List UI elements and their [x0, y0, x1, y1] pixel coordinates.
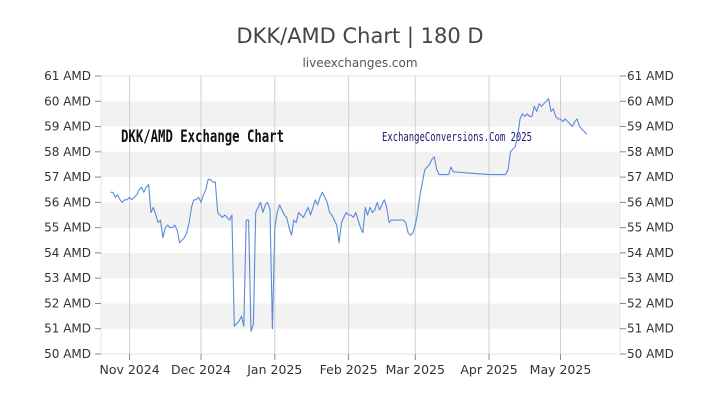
y-tick-label: 58 AMD — [627, 145, 674, 159]
plot-border — [100, 75, 621, 355]
y-tick-label: 59 AMD — [44, 120, 91, 134]
grid-band — [101, 151, 620, 178]
watermark-right: ExchangeConversions.Com 2025 — [382, 130, 532, 144]
x-tick-label: Dec 2024 — [171, 362, 231, 377]
x-tick-label: Feb 2025 — [320, 362, 378, 377]
x-tick-label: Jan 2025 — [246, 362, 302, 377]
grid-band — [101, 101, 620, 127]
y-tick-label: 58 AMD — [44, 145, 91, 159]
y-tick-label: 51 AMD — [627, 322, 674, 336]
y-tick-label: 54 AMD — [44, 246, 91, 260]
grid-band — [101, 303, 620, 329]
y-tick-label: 61 AMD — [627, 69, 674, 83]
y-tick-label: 57 AMD — [627, 170, 674, 184]
watermark-left: DKK/AMD Exchange Chart — [121, 127, 284, 147]
grid-band — [101, 202, 620, 228]
y-tick-label: 52 AMD — [627, 296, 674, 310]
y-tick-label: 61 AMD — [44, 69, 91, 83]
y-tick-label: 53 AMD — [627, 271, 674, 285]
y-tick-label: 52 AMD — [44, 296, 91, 310]
y-tick-label: 59 AMD — [627, 120, 674, 134]
y-tick-label: 54 AMD — [627, 246, 674, 260]
y-tick-label: 55 AMD — [44, 221, 91, 235]
y-tick-label: 50 AMD — [44, 347, 91, 361]
x-tick-label: Apr 2025 — [460, 362, 517, 377]
y-axis-right: 50 AMD 51 AMD 52 AMD 53 AMD 54 AMD 55 AMD 56 A… — [620, 69, 674, 361]
grid-band — [101, 252, 620, 279]
series-line — [110, 98, 588, 332]
chart-title: DKK/AMD Chart | 180 D — [236, 24, 484, 48]
y-tick-label: 60 AMD — [44, 94, 91, 108]
grid-bands — [101, 101, 620, 329]
y-tick-label: 51 AMD — [44, 322, 91, 336]
x-axis: Nov 2024 Dec 2024 Jan 2025 Feb 2025 Mar 2025… — [99, 354, 591, 377]
y-tick-label: 53 AMD — [44, 271, 91, 285]
series-group — [110, 98, 588, 332]
y-tick-label: 56 AMD — [627, 195, 674, 209]
y-tick-label: 50 AMD — [627, 347, 674, 361]
y-tick-label: 57 AMD — [44, 170, 91, 184]
x-tick-label: Mar 2025 — [386, 362, 445, 377]
y-tick-label: 60 AMD — [627, 94, 674, 108]
chart-subtitle: liveexchanges.com — [302, 56, 418, 70]
x-tick-label: Nov 2024 — [99, 362, 159, 377]
y-axis-left: 50 AMD 51 AMD 52 AMD 53 AMD 54 AMD 55 AMD 56 A… — [44, 69, 101, 361]
y-tick-label: 55 AMD — [627, 221, 674, 235]
x-tick-label: May 2025 — [530, 362, 592, 377]
y-tick-label: 56 AMD — [44, 195, 91, 209]
